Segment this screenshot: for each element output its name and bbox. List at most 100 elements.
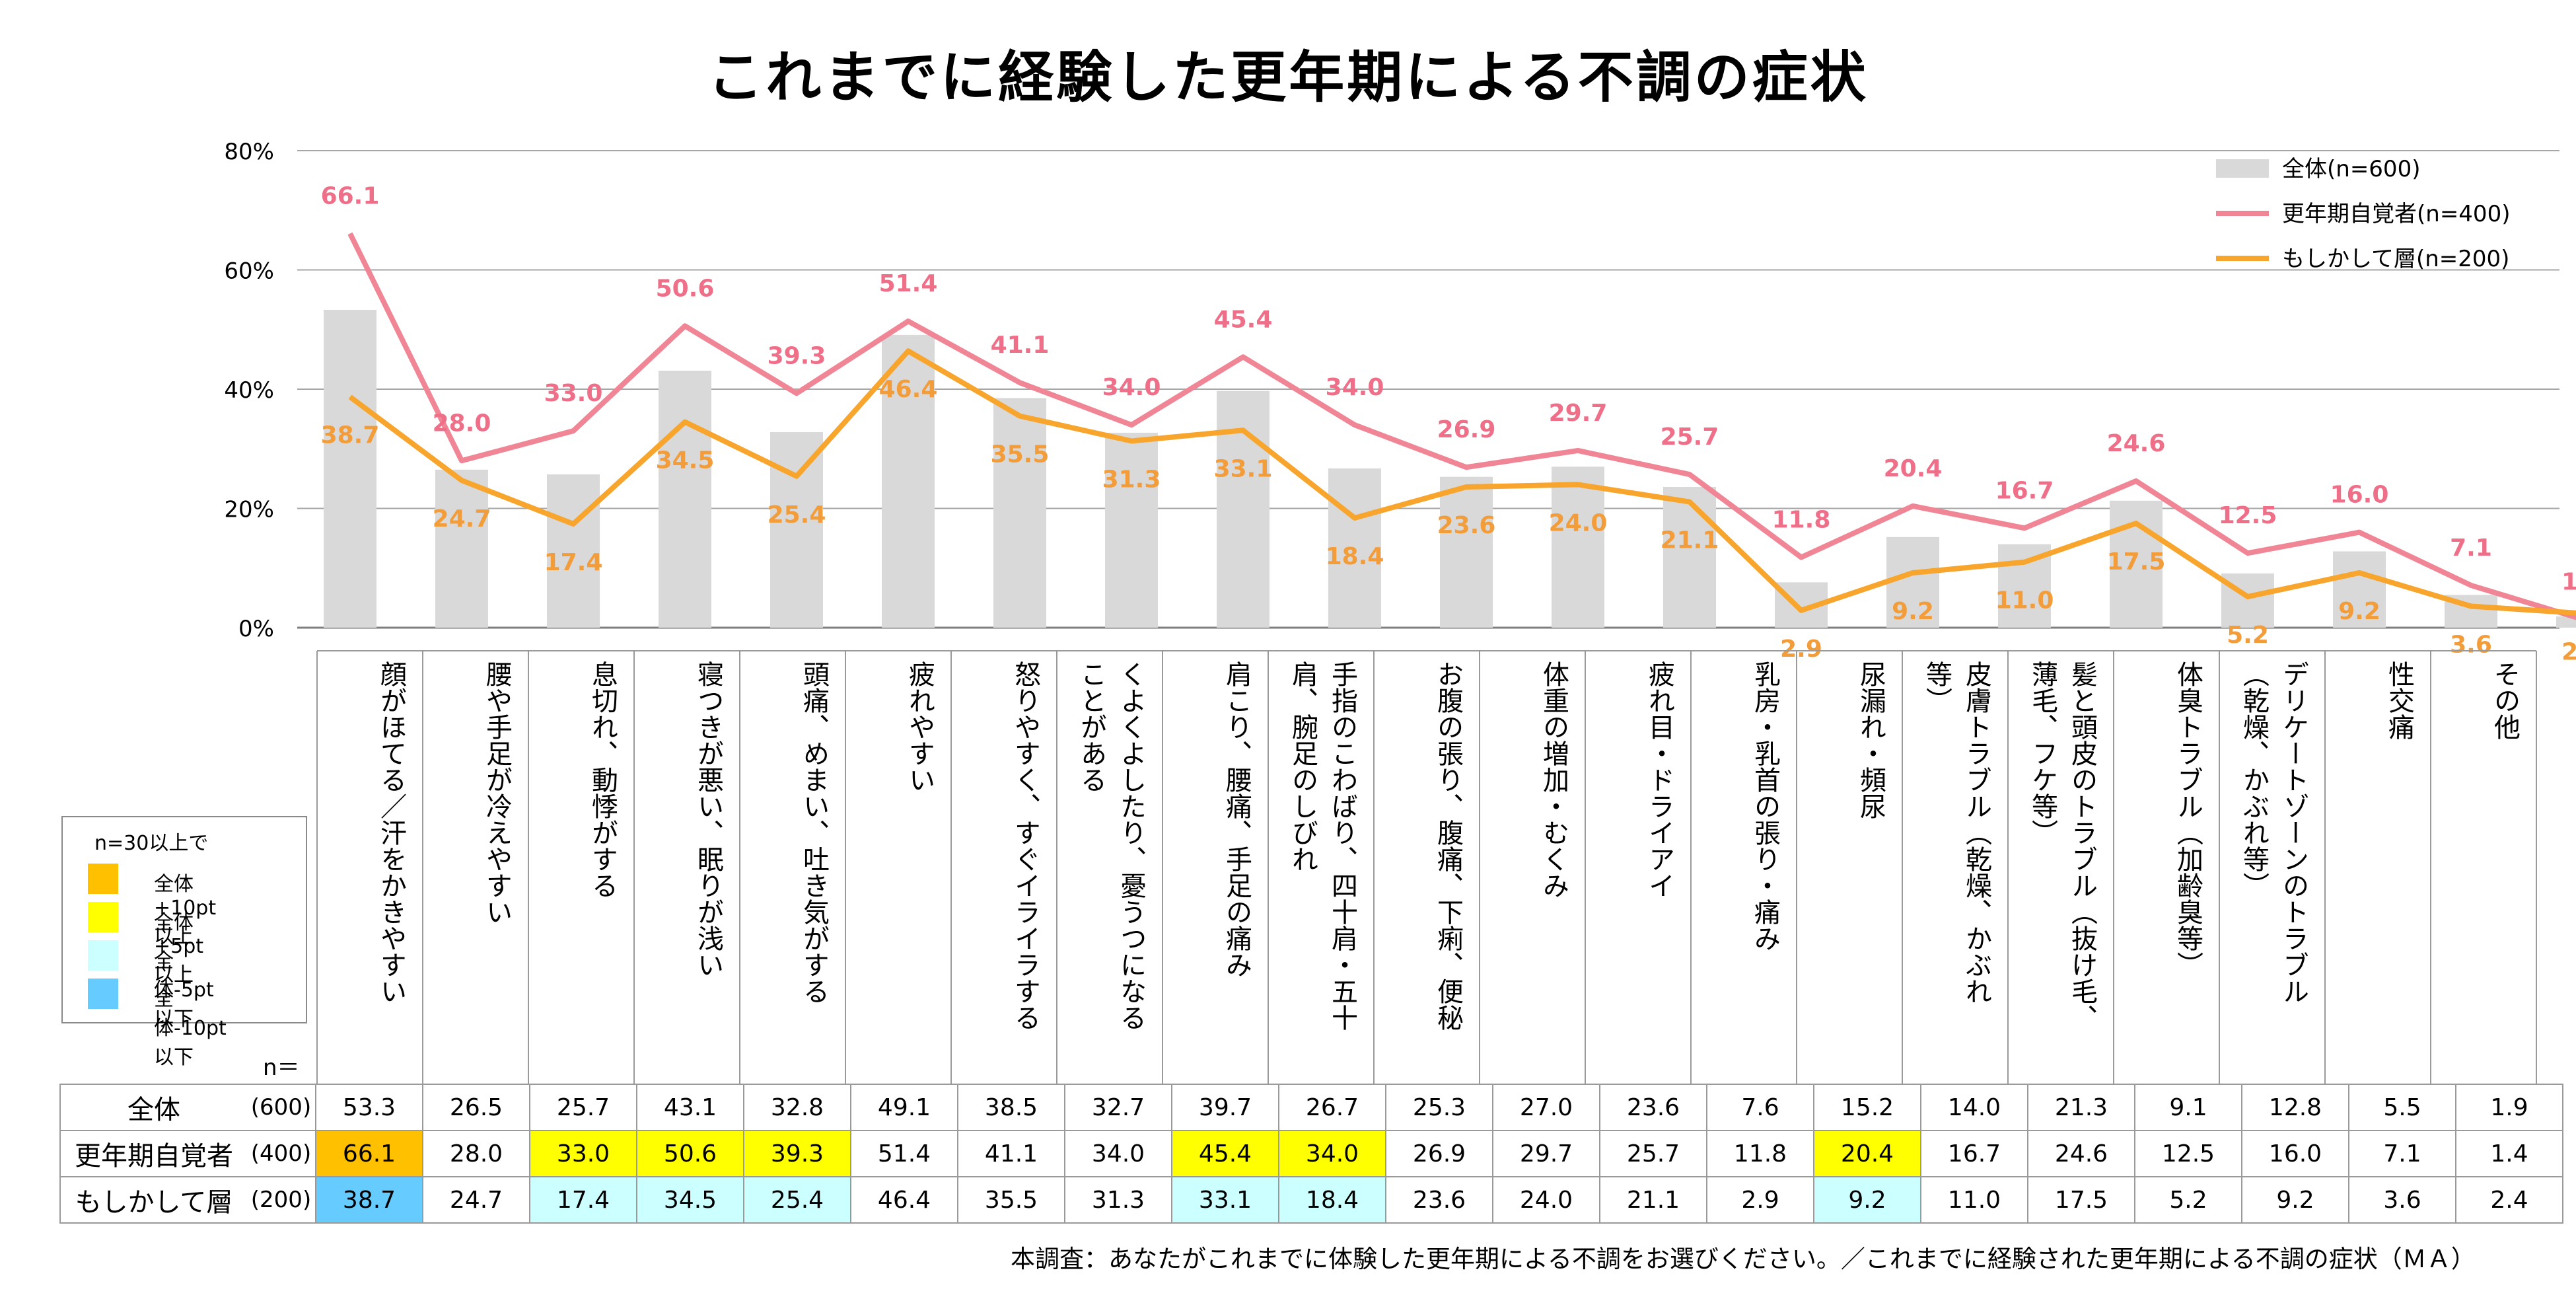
highlight-label: 全体-10pt以下: [154, 988, 227, 1069]
table-cell: 27.0: [1492, 1084, 1600, 1131]
category-label: デリケートゾーンのトラブル: [2278, 661, 2308, 1004]
table-cell: 5.5: [2348, 1084, 2456, 1131]
table-cell: 26.5: [422, 1084, 530, 1131]
bar: [993, 398, 1046, 628]
table-cell: 7.6: [1706, 1084, 1814, 1131]
category-label: 乳房・乳首の張り・痛み: [1750, 661, 1781, 951]
table-cell: 25.7: [1599, 1130, 1707, 1177]
table-cell: 26.7: [1278, 1084, 1386, 1131]
row-n: (200): [247, 1176, 316, 1224]
table-cell: 53.3: [315, 1084, 423, 1131]
table-cell: 9.1: [2134, 1084, 2242, 1131]
table-cell: 43.1: [636, 1084, 744, 1131]
y-axis-ticks: 0% 20% 40% 60% 80%: [224, 139, 274, 642]
data-label-kounenki: 34.0: [1326, 374, 1384, 401]
y-tick-label: 20%: [224, 497, 274, 523]
category-label: 肩、腕足のしびれ: [1287, 661, 1318, 872]
data-label-kounenki: 34.0: [1102, 374, 1161, 401]
data-label-kounenki: 1.4: [2561, 568, 2576, 595]
data-label-moshika: 46.4: [879, 376, 938, 403]
y-tick-label: 80%: [224, 139, 274, 165]
chart-legend: 全体(n=600) 更年期自覚者(n=400) もしかして層(n=200): [2216, 156, 2510, 272]
highlight-legend: n=30以上で 全体+10pt以上 全体+5pt以上 全体-5pt以下 全体-1…: [61, 816, 307, 1069]
data-label-kounenki: 33.0: [544, 380, 603, 407]
table-cell: 38.7: [315, 1176, 423, 1224]
category-label: 頭痛、めまい、吐き気がする: [799, 661, 830, 1004]
table-cell: 21.1: [1599, 1176, 1707, 1224]
table-cell: 18.4: [1278, 1176, 1386, 1224]
bar: [2556, 616, 2576, 628]
bar: [1552, 466, 1604, 628]
category-label: お腹の張り、腹痛、下痢、便秘: [1433, 661, 1464, 1031]
legend-label: もしかして層(n=200): [2282, 246, 2509, 272]
category-label: （乾燥、かぶれ等）: [2238, 661, 2270, 899]
table-row: 全体 (600) 53.3 26.5 25.7 43.1 32.8 49.1 38.5 32.7 3…: [59, 1084, 2563, 1131]
data-label-moshika: 9.2: [2338, 598, 2380, 625]
category-label: 手指のこわばり、四十肩・五十: [1327, 661, 1357, 1031]
table-cell: 49.1: [850, 1084, 958, 1131]
category-label: 薄毛、フケ等）: [2027, 661, 2058, 846]
table-cell: 38.5: [957, 1084, 1065, 1131]
bar: [435, 469, 488, 628]
bar: [1663, 487, 1716, 628]
data-label-moshika: 34.5: [656, 447, 715, 474]
table-cell: 11.8: [1706, 1130, 1814, 1177]
grid-lines: [297, 150, 2559, 629]
data-label-kounenki: 25.7: [1661, 424, 1719, 451]
data-label-kounenki: 16.0: [2330, 482, 2389, 509]
data-label-kounenki: 29.7: [1549, 400, 1608, 427]
table-cell: 5.2: [2134, 1176, 2242, 1224]
table-cell: 51.4: [850, 1130, 958, 1177]
table-cell: 12.5: [2134, 1130, 2242, 1177]
data-label-moshika: 2.9: [1780, 636, 1822, 663]
bars-all: [324, 309, 2576, 628]
data-label-moshika: 5.2: [2227, 622, 2269, 649]
table-cell: 24.7: [422, 1176, 530, 1224]
data-table: 全体 (600) 53.3 26.5 25.7 43.1 32.8 49.1 38.5 32.7 3…: [59, 1084, 2563, 1224]
data-labels: 66.1 28.0 33.0 50.6 39.3 51.4 41.1 34.0 45.4 34.0…: [321, 182, 2576, 665]
category-label: その他: [2489, 661, 2521, 740]
data-label-moshika: 3.6: [2450, 632, 2492, 659]
data-label-moshika: 24.7: [433, 505, 491, 533]
table-cell: 46.4: [850, 1176, 958, 1224]
data-label-moshika: 17.5: [2107, 548, 2166, 575]
bar: [1886, 536, 1939, 628]
y-tick-label: 40%: [224, 377, 274, 404]
footnote: 本調査：あなたがこれまでに体験した更年期による不調をお選びください。／これまでに…: [1011, 1245, 2476, 1273]
y-tick-label: 60%: [224, 258, 274, 285]
table-cell: 31.3: [1064, 1176, 1172, 1224]
table-cell: 24.6: [2027, 1130, 2135, 1177]
data-label-kounenki: 45.4: [1214, 306, 1273, 333]
n-header: n＝: [263, 1054, 300, 1081]
highlight-swatch-plus5: [88, 902, 118, 932]
data-label-kounenki: 50.6: [656, 275, 715, 302]
line-moshika: [348, 348, 2576, 616]
legend-label: 全体(n=600): [2282, 156, 2420, 182]
highlight-legend-title: n=30以上で: [94, 832, 209, 855]
table-cell: 21.3: [2027, 1084, 2135, 1131]
data-label-kounenki: 24.6: [2107, 430, 2166, 457]
data-label-moshika: 17.4: [544, 549, 603, 576]
table-cell: 35.5: [957, 1176, 1065, 1224]
category-label: 疲れやすい: [904, 661, 935, 793]
category-label: 疲れ目・ドライアイ: [1644, 661, 1674, 899]
row-n: (400): [247, 1130, 316, 1177]
bar: [1440, 476, 1493, 628]
chart-title: これまでに経験した更年期による不調の症状: [707, 45, 1869, 110]
table-cell: 16.0: [2241, 1130, 2349, 1177]
table-cell: 15.2: [1813, 1084, 1921, 1131]
symptom-chart: 0% 20% 40% 60% 80% 66.1 28.0 33.0 50.6 39.3 51.4 4…: [224, 139, 2576, 1084]
table-cell: 26.9: [1385, 1130, 1493, 1177]
y-tick-label: 0%: [238, 616, 274, 642]
table-cell: 41.1: [957, 1130, 1065, 1177]
category-label: 顔がほてる／汗をかきやすい: [376, 661, 407, 1004]
category-label: 性交痛: [2384, 661, 2415, 740]
bar: [1217, 390, 1270, 628]
table-cell: 17.4: [529, 1176, 637, 1224]
bar: [2333, 551, 2386, 628]
table-cell: 25.7: [529, 1084, 637, 1131]
data-label-kounenki: 16.7: [1995, 477, 2054, 504]
series-lines: [347, 232, 2576, 620]
data-label-moshika: 11.0: [1995, 587, 2054, 614]
table-cell: 34.0: [1064, 1130, 1172, 1177]
